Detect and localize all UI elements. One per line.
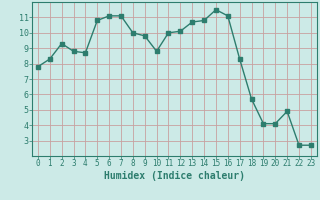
X-axis label: Humidex (Indice chaleur): Humidex (Indice chaleur) xyxy=(104,171,245,181)
